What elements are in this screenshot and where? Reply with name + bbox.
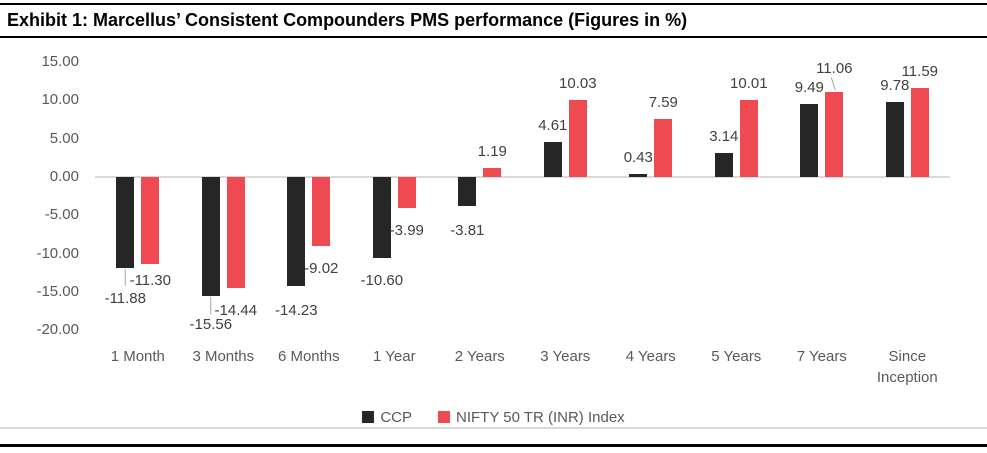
chart-legend: CCP NIFTY 50 TR (INR) Index bbox=[0, 405, 987, 429]
data-label-nifty: 10.01 bbox=[730, 75, 768, 93]
legend-item-ccp: CCP bbox=[362, 409, 412, 426]
data-label-ccp: -11.88 bbox=[104, 290, 146, 307]
data-label-ccp: 9.49 bbox=[794, 79, 824, 97]
x-axis-category-label: 4 Years bbox=[625, 348, 676, 365]
bar-ccp bbox=[116, 177, 135, 268]
x-axis-category-label: 7 Years bbox=[796, 348, 847, 365]
data-label-ccp: -14.23 bbox=[275, 302, 318, 319]
exhibit-title: Exhibit 1: Marcellus’ Consistent Compoun… bbox=[7, 10, 688, 30]
bar-ccp bbox=[629, 173, 648, 177]
y-axis-tick-label: 5.00 bbox=[49, 129, 79, 147]
x-axis-category-label: 3 Years bbox=[540, 348, 591, 365]
bar-ccp bbox=[458, 177, 477, 207]
bar-ccp bbox=[714, 153, 733, 177]
data-label-nifty: 7.59 bbox=[648, 93, 678, 111]
x-axis-category-label: 1 Month bbox=[110, 348, 165, 365]
bar-nifty bbox=[739, 100, 758, 177]
bar-nifty bbox=[226, 177, 245, 288]
bar-nifty bbox=[141, 177, 160, 264]
bar-nifty bbox=[568, 100, 587, 177]
x-axis-category-label: 3 Months bbox=[192, 348, 255, 365]
bar-ccp bbox=[800, 104, 819, 177]
data-label-nifty: -11.30 bbox=[129, 271, 171, 289]
bar-ccp bbox=[543, 141, 562, 177]
data-label-nifty: 1.19 bbox=[477, 142, 507, 160]
y-axis-tick-label: 0.00 bbox=[49, 168, 79, 185]
data-label-ccp: 9.78 bbox=[880, 77, 910, 95]
page-bottom-rule bbox=[0, 444, 987, 447]
y-axis-tick-label: -20.00 bbox=[36, 321, 79, 339]
x-axis-category-label: 2 Years bbox=[454, 348, 505, 365]
data-label-ccp: 0.43 bbox=[623, 148, 653, 166]
x-axis-category-label: 5 Years bbox=[711, 348, 762, 365]
data-label-nifty: -9.02 bbox=[304, 260, 339, 278]
bar-nifty bbox=[397, 177, 416, 208]
x-axis-category-label: Since Inception bbox=[876, 348, 938, 386]
bar-nifty bbox=[483, 167, 502, 177]
y-axis-tick-label: -10.00 bbox=[36, 244, 79, 262]
data-label-ccp: -3.81 bbox=[450, 222, 485, 240]
x-axis-category-label: 1 Year bbox=[373, 348, 416, 365]
x-axis-category-label: 6 Months bbox=[277, 348, 340, 365]
legend-swatch-nifty bbox=[438, 411, 450, 423]
bar-ccp bbox=[287, 177, 306, 286]
legend-label-ccp: CCP bbox=[380, 408, 412, 426]
legend-label-nifty: NIFTY 50 TR (INR) Index bbox=[456, 408, 625, 426]
data-label-ccp: 3.14 bbox=[709, 128, 739, 145]
bar-nifty bbox=[654, 118, 673, 177]
exhibit-title-bar: Exhibit 1: Marcellus’ Consistent Compoun… bbox=[0, 3, 987, 38]
y-axis-tick-label: 10.00 bbox=[41, 91, 79, 109]
data-label-nifty: 11.06 bbox=[816, 60, 853, 78]
zero-gridline bbox=[95, 176, 950, 178]
y-axis-tick-label: -15.00 bbox=[36, 282, 79, 300]
bar-ccp bbox=[885, 102, 904, 177]
data-label-ccp: 4.61 bbox=[538, 116, 568, 134]
data-label-nifty: -14.44 bbox=[214, 301, 258, 319]
bar-chart-plot-area: 15.00 10.00 5.00 0.00 -5.00 -10.00 -15.00 -20.0… bbox=[0, 40, 987, 400]
bar-nifty bbox=[910, 88, 929, 177]
y-axis-tick-label: 15.00 bbox=[41, 53, 79, 71]
data-label-nifty: 11.59 bbox=[901, 63, 939, 81]
data-label-nifty: 10.03 bbox=[559, 75, 597, 93]
chart-bottom-border bbox=[0, 427, 987, 429]
data-label-nifty: -3.99 bbox=[389, 221, 424, 239]
legend-swatch-ccp bbox=[362, 411, 375, 423]
y-axis-tick-label: -5.00 bbox=[44, 206, 79, 224]
bar-ccp bbox=[372, 177, 391, 259]
legend-item-nifty: NIFTY 50 TR (INR) Index bbox=[438, 409, 625, 426]
data-label-ccp: -15.56 bbox=[189, 316, 233, 334]
bar-nifty bbox=[312, 177, 331, 247]
data-label-ccp: -10.60 bbox=[360, 272, 404, 290]
bar-ccp bbox=[201, 177, 220, 297]
bar-nifty bbox=[825, 92, 844, 177]
